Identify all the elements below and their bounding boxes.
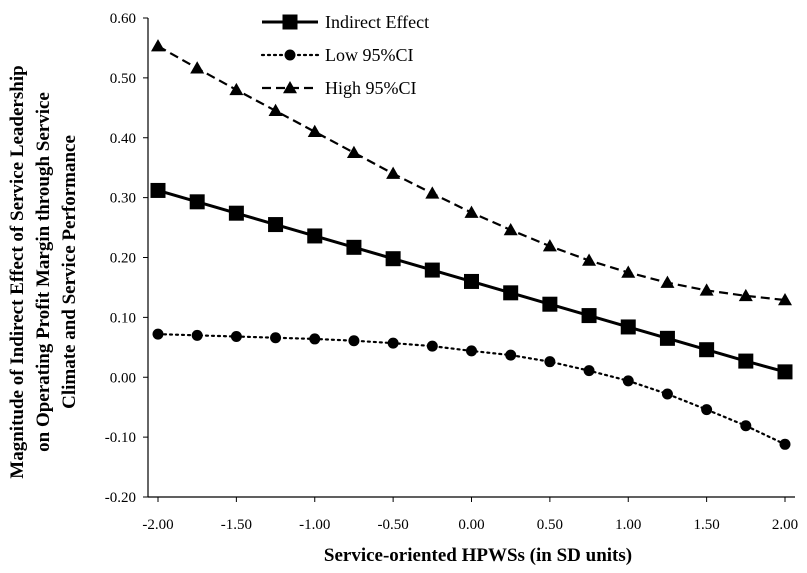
- y-tick-label: -0.10: [105, 430, 136, 446]
- data-point-indirect-effect: [777, 364, 793, 380]
- legend-marker-low-ci: [284, 49, 296, 61]
- series-low-ci: [152, 328, 791, 450]
- data-point-indirect-effect: [150, 182, 166, 198]
- legend-item-low-ci: Low 95%CI: [260, 45, 414, 65]
- data-point-low-ci: [348, 335, 360, 347]
- legend-label-indirect-effect: Indirect Effect: [325, 12, 429, 32]
- data-point-indirect-effect: [581, 308, 597, 324]
- data-point-high-ci: [699, 283, 714, 296]
- data-point-indirect-effect: [346, 239, 362, 255]
- x-tick-label: 0.50: [537, 517, 563, 533]
- data-point-low-ci: [270, 332, 282, 344]
- data-point-high-ci: [346, 145, 361, 158]
- y-tick-label: 0.40: [110, 131, 136, 147]
- data-point-high-ci: [778, 293, 792, 306]
- legend-marker-high-ci: [283, 81, 297, 94]
- axes: [147, 18, 795, 498]
- y-tick-label: 0.50: [110, 71, 136, 87]
- y-axis-title-line-2: on Operating Profit Margin through Servi…: [33, 92, 54, 452]
- data-point-low-ci: [191, 329, 203, 341]
- y-tick-label: 0.60: [110, 11, 136, 27]
- data-point-low-ci: [701, 404, 713, 416]
- data-point-high-ci: [307, 124, 322, 138]
- data-point-low-ci: [583, 365, 595, 377]
- data-point-high-ci: [582, 253, 597, 266]
- data-point-low-ci: [387, 337, 399, 349]
- data-point-high-ci: [464, 205, 479, 218]
- data-point-low-ci: [779, 438, 791, 450]
- data-point-indirect-effect: [268, 217, 284, 233]
- data-point-indirect-effect: [307, 228, 323, 244]
- series-indirect-effect: [150, 182, 793, 380]
- data-point-high-ci: [503, 222, 518, 236]
- data-point-high-ci: [738, 288, 753, 302]
- legend-item-indirect-effect: Indirect Effect: [262, 12, 429, 32]
- y-tick-label: -0.20: [105, 490, 136, 506]
- data-point-indirect-effect: [738, 353, 754, 369]
- data-point-low-ci: [544, 356, 556, 368]
- data-point-low-ci: [466, 345, 477, 357]
- series-line-high-ci: [157, 45, 786, 302]
- data-point-indirect-effect: [542, 296, 558, 312]
- x-tick-label: -2.00: [142, 517, 173, 533]
- x-tick-label: 0.00: [458, 517, 484, 533]
- data-point-indirect-effect: [503, 285, 519, 301]
- y-tick-label: 0.10: [110, 310, 136, 326]
- x-tick-label: -1.00: [299, 517, 330, 533]
- data-point-low-ci: [661, 388, 673, 400]
- y-axis-title-line-3: Climate and Service Performance: [59, 135, 80, 409]
- y-tick-label: 0.00: [110, 370, 136, 386]
- y-tick-label: 0.30: [110, 191, 136, 207]
- legend-label-high-ci: High 95%CI: [325, 78, 417, 98]
- x-tick-label: -0.50: [378, 517, 409, 533]
- data-point-high-ci: [229, 82, 244, 96]
- data-point-high-ci: [542, 239, 557, 252]
- data-point-indirect-effect: [424, 262, 440, 278]
- x-tick-label: -1.50: [221, 517, 252, 533]
- data-point-indirect-effect: [385, 251, 401, 267]
- data-point-high-ci: [151, 39, 165, 52]
- data-point-low-ci: [309, 333, 321, 345]
- data-point-high-ci: [425, 186, 440, 199]
- data-point-high-ci: [386, 166, 401, 179]
- data-point-low-ci: [426, 340, 438, 352]
- data-point-high-ci: [660, 275, 675, 288]
- y-tick-group: -0.20 -0.10 0.00 0.10 0.20 0.30 0.40 0.50 0.60: [105, 11, 148, 506]
- x-tick-group: -2.00 -1.50 -1.00 -0.50 0.00 0.50 1.00 1.50 2.00: [142, 497, 798, 533]
- data-point-indirect-effect: [620, 319, 636, 335]
- data-point-indirect-effect: [699, 342, 715, 358]
- data-point-indirect-effect: [464, 273, 479, 289]
- x-tick-label: 1.50: [694, 517, 720, 533]
- data-point-low-ci: [505, 349, 517, 361]
- data-point-low-ci: [152, 328, 164, 340]
- y-tick-label: 0.20: [110, 251, 136, 267]
- data-point-low-ci: [230, 331, 242, 343]
- legend: Indirect Effect Low 95%CI High 95%CI: [260, 12, 429, 98]
- legend-marker-indirect-effect: [282, 14, 298, 30]
- x-tick-label: 1.00: [615, 517, 641, 533]
- data-point-indirect-effect: [659, 330, 675, 346]
- data-point-high-ci: [190, 61, 205, 74]
- data-point-low-ci: [622, 375, 634, 387]
- series-high-ci: [151, 39, 792, 306]
- x-axis-title: Service-oriented HPWSs (in SD units): [324, 545, 632, 566]
- data-point-high-ci: [621, 265, 636, 278]
- y-axis-title: Magnitude of Indirect Effect of Service …: [7, 65, 80, 478]
- data-point-indirect-effect: [189, 194, 205, 210]
- x-tick-label: 2.00: [772, 517, 798, 533]
- data-point-indirect-effect: [228, 205, 244, 221]
- series-group: [150, 39, 793, 450]
- data-point-high-ci: [268, 103, 283, 117]
- y-axis-title-line-1: Magnitude of Indirect Effect of Service …: [7, 65, 28, 478]
- legend-item-high-ci: High 95%CI: [262, 78, 417, 98]
- data-point-low-ci: [740, 420, 752, 432]
- legend-label-low-ci: Low 95%CI: [325, 45, 414, 65]
